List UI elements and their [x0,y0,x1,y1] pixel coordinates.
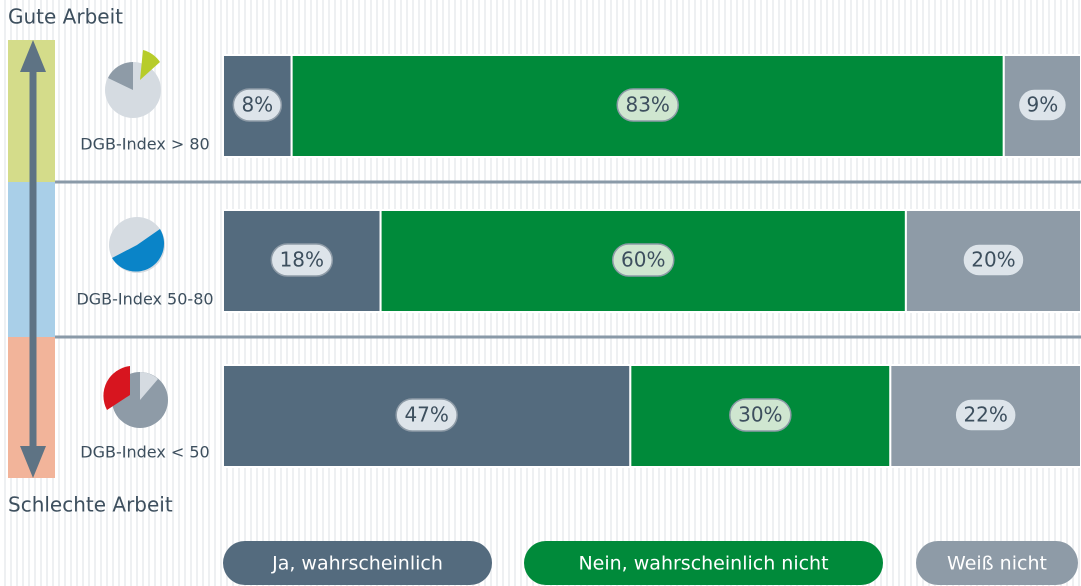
value-label: 30% [738,403,782,427]
category-label: DGB-Index > 80 [80,135,209,154]
label-pill [962,243,1025,277]
legend-swatch [524,541,883,585]
value-label: 47% [404,403,448,427]
arrow-head-up [20,40,46,72]
bar-segment [290,54,1005,158]
label-pill [729,398,792,432]
value-label: 9% [1027,93,1059,117]
legend-swatch [916,541,1078,585]
label-pill [954,398,1017,432]
legend-label: Ja, wahrscheinlich [271,553,443,575]
annotation: Schlechte Arbeit [8,493,173,517]
legend-swatch [223,541,492,585]
category-label: DGB-Index 50-80 [76,290,213,309]
value-label: 18% [280,248,324,272]
value-label: 8% [241,93,273,117]
label-pill [1017,88,1068,122]
annotation: Gute Arbeit [8,5,123,29]
category-label: DGB-Index < 50 [80,443,209,462]
value-label: 83% [625,93,669,117]
value-label: 20% [971,248,1015,272]
pie-icon [103,366,168,428]
label-pill [616,88,679,122]
pie-icon [109,217,165,273]
label-pill [611,243,675,277]
label-pill [395,398,458,432]
label-pill [270,243,334,277]
value-label: 22% [963,403,1007,427]
label-pill [232,88,283,122]
pie-icon [105,50,161,118]
arrow-head-down [20,446,46,478]
value-label: 60% [621,248,665,272]
legend-label: Nein, wahrscheinlich nicht [578,553,828,575]
legend-label: Weiß nicht [947,553,1047,575]
